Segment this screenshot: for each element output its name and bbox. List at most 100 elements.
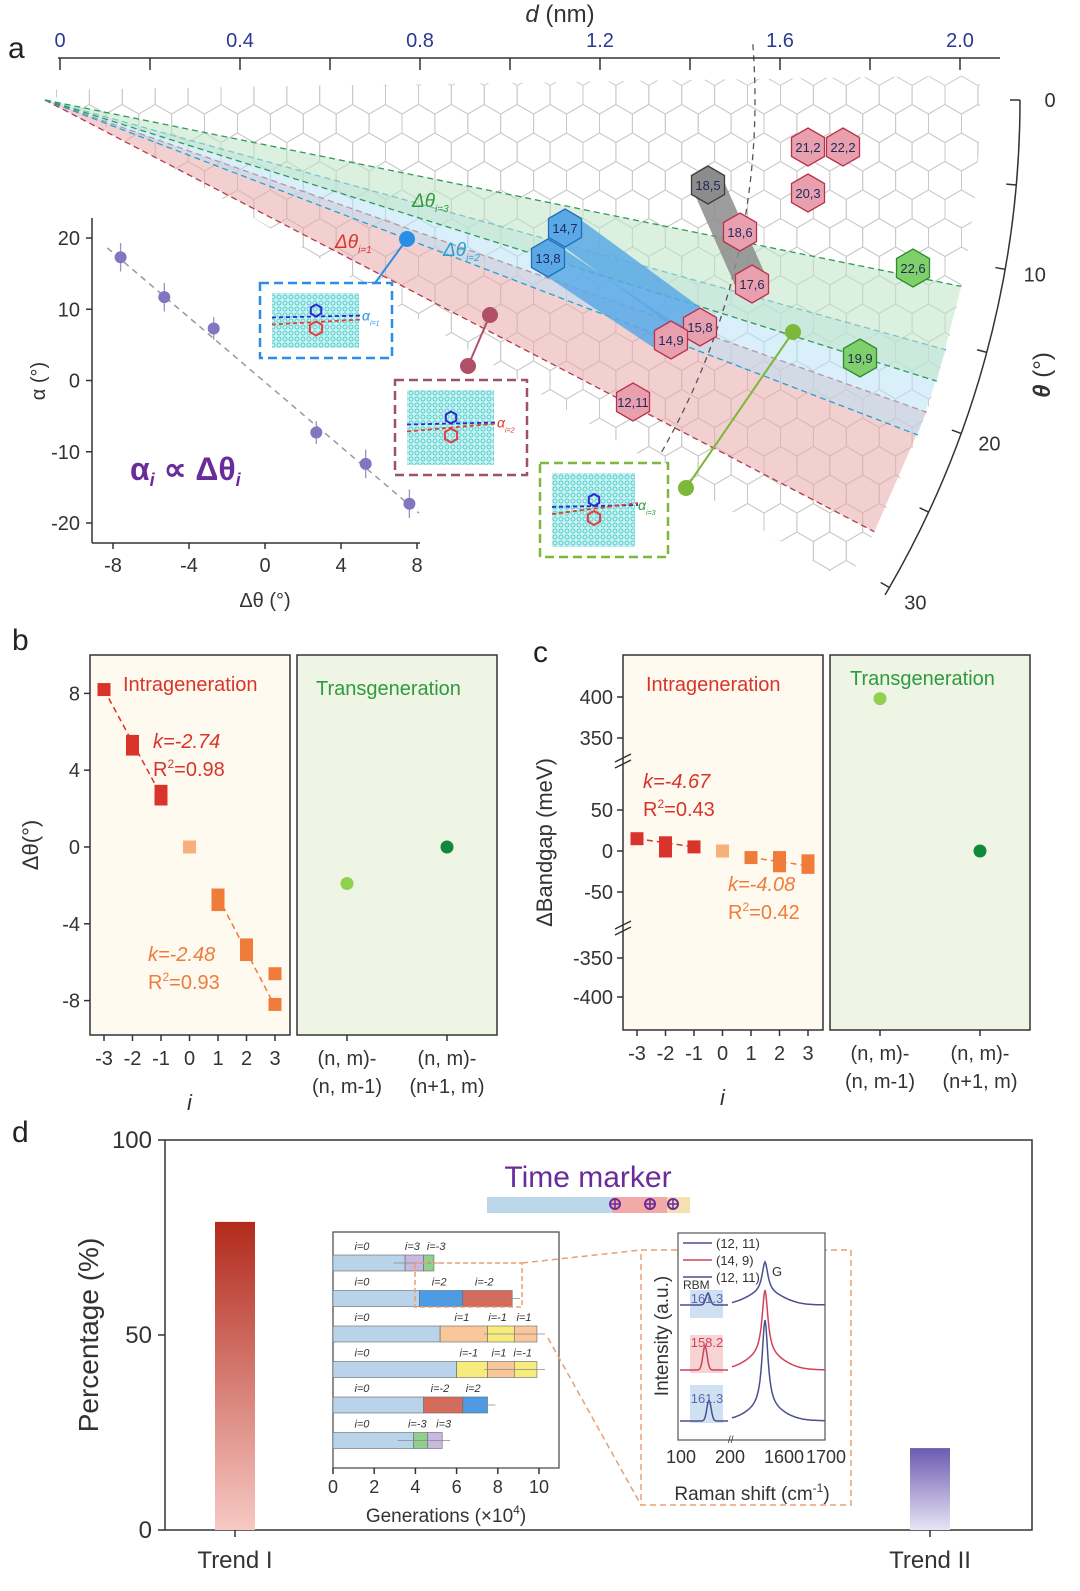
rbm-peak-label: 158.2 — [691, 1335, 724, 1350]
lattice-hexagon — [468, 618, 501, 656]
lattice-hexagon — [1027, 504, 1060, 542]
lattice-hexagon — [435, 618, 468, 656]
nanotube-image — [272, 293, 359, 348]
lattice-hexagon — [615, 75, 650, 115]
segment-label: i=-1 — [459, 1348, 478, 1360]
lattice-hexagon — [204, 559, 238, 582]
x-category-label: Trend II — [889, 1547, 971, 1574]
lattice-hexagon — [549, 417, 584, 457]
lattice-hexagon — [846, 589, 879, 627]
lattice-hexagon — [121, 360, 156, 400]
pentagon-defect — [444, 410, 458, 425]
lattice-hexagon — [319, 474, 354, 514]
lattice-hexagon — [994, 276, 1027, 314]
d-tick-label: 1.6 — [766, 30, 794, 52]
lattice-hexagon — [516, 132, 551, 172]
chirality-label: 20,3 — [795, 186, 820, 201]
lattice-hexagon — [977, 132, 980, 172]
lattice-hexagon — [1027, 162, 1060, 200]
lattice-hexagon — [977, 531, 980, 571]
data-point-i-1 — [154, 792, 168, 806]
data-point — [158, 291, 171, 304]
lattice-hexagon — [106, 618, 139, 656]
lattice-hexagon — [204, 502, 238, 543]
segment-label: i=-2 — [431, 1383, 450, 1395]
lattice-hexagon — [631, 559, 666, 582]
lattice-hexagon — [172, 618, 205, 656]
lattice-hexagon — [1044, 247, 1077, 285]
transgeneration-point — [973, 844, 987, 858]
theta-axis-arc — [884, 99, 1021, 596]
lattice-hexagon — [467, 103, 502, 144]
chirality-hexagon — [615, 382, 651, 422]
lattice-hexagon — [977, 189, 980, 229]
lattice-hexagon — [88, 132, 123, 172]
lattice-hexagon — [56, 246, 90, 286]
lattice-hexagon — [583, 760, 616, 798]
lattice-hexagon — [698, 618, 731, 656]
lattice-hexagon — [467, 559, 502, 582]
chirality-label: 14,9 — [658, 333, 683, 348]
lattice-hexagon — [944, 417, 979, 457]
lattice-hexagon — [648, 132, 683, 172]
lattice-hexagon — [45, 474, 57, 514]
lattice-hexagon — [138, 502, 173, 543]
lattice-hexagon — [961, 217, 980, 258]
lattice-hexagon — [1011, 133, 1044, 171]
lattice-hexagon — [501, 618, 534, 656]
inset-y-tick-label: 20 — [58, 228, 80, 250]
lattice-hexagon — [1011, 589, 1044, 627]
segment-label: i=1 — [454, 1312, 469, 1324]
data-point-i-3 — [97, 683, 111, 697]
lattice-hexagon — [385, 132, 419, 172]
lattice-hexagon — [1044, 133, 1077, 171]
theta-axis-tick — [1006, 183, 1017, 186]
data-point — [403, 497, 416, 510]
lattice-hexagon — [533, 388, 567, 429]
x-tick-label: 1700 — [806, 1447, 846, 1467]
lattice-hexagon — [171, 388, 205, 429]
lattice-hexagon — [796, 217, 831, 258]
lattice-hexagon — [583, 589, 616, 627]
lattice-hexagon — [994, 333, 1027, 371]
lattice-hexagon — [88, 417, 123, 457]
theta-tick-label: 0 — [1044, 90, 1055, 112]
transgeneration-category-line1: (n, m)- — [851, 1043, 910, 1065]
r2-label: R2=0.43 — [643, 797, 715, 821]
chirality-label: 13,8 — [535, 251, 560, 266]
lattice-hexagon — [631, 160, 666, 201]
lattice-hexagon — [483, 132, 518, 172]
lattice-hexagon — [1044, 646, 1077, 684]
lattice-hexagon — [1011, 532, 1044, 570]
lattice-hexagon — [961, 559, 980, 582]
chirality-12-11: 12,11 — [615, 382, 651, 422]
lattice-hexagon — [220, 246, 255, 286]
lattice-hexagon — [171, 217, 205, 258]
lattice-hexagon — [368, 559, 403, 582]
chirality-hexagon — [734, 264, 770, 304]
theta-axis-tick — [880, 581, 890, 589]
inset-x-tick-label: -8 — [104, 555, 122, 577]
rbm-peak-label: 161.3 — [691, 1391, 724, 1406]
lattice-hexagon — [631, 103, 666, 144]
axis-break — [614, 753, 632, 763]
x-tick-label: 0 — [328, 1477, 338, 1497]
x-tick-label: 2 — [369, 1477, 379, 1497]
y-axis-title: ΔBandgap (meV) — [532, 758, 557, 927]
lattice-hexagon — [599, 160, 633, 201]
x-tick-label: 1 — [745, 1043, 756, 1065]
nanotube-image — [552, 473, 635, 547]
connector-line — [685, 331, 794, 489]
chirality-hexagon — [690, 165, 726, 205]
lattice-hexagon — [253, 474, 288, 514]
chirality-prism — [549, 212, 716, 343]
lattice-hexagon — [862, 160, 897, 201]
segment-label: i=0 — [354, 1419, 370, 1431]
lattice-hexagon — [994, 390, 1027, 428]
lattice-hexagon — [895, 160, 929, 201]
segment-label: i=1 — [516, 1312, 531, 1324]
lattice-hexagon — [434, 502, 469, 543]
lattice-hexagon — [961, 331, 980, 372]
x-tick-label: 3 — [269, 1048, 280, 1070]
